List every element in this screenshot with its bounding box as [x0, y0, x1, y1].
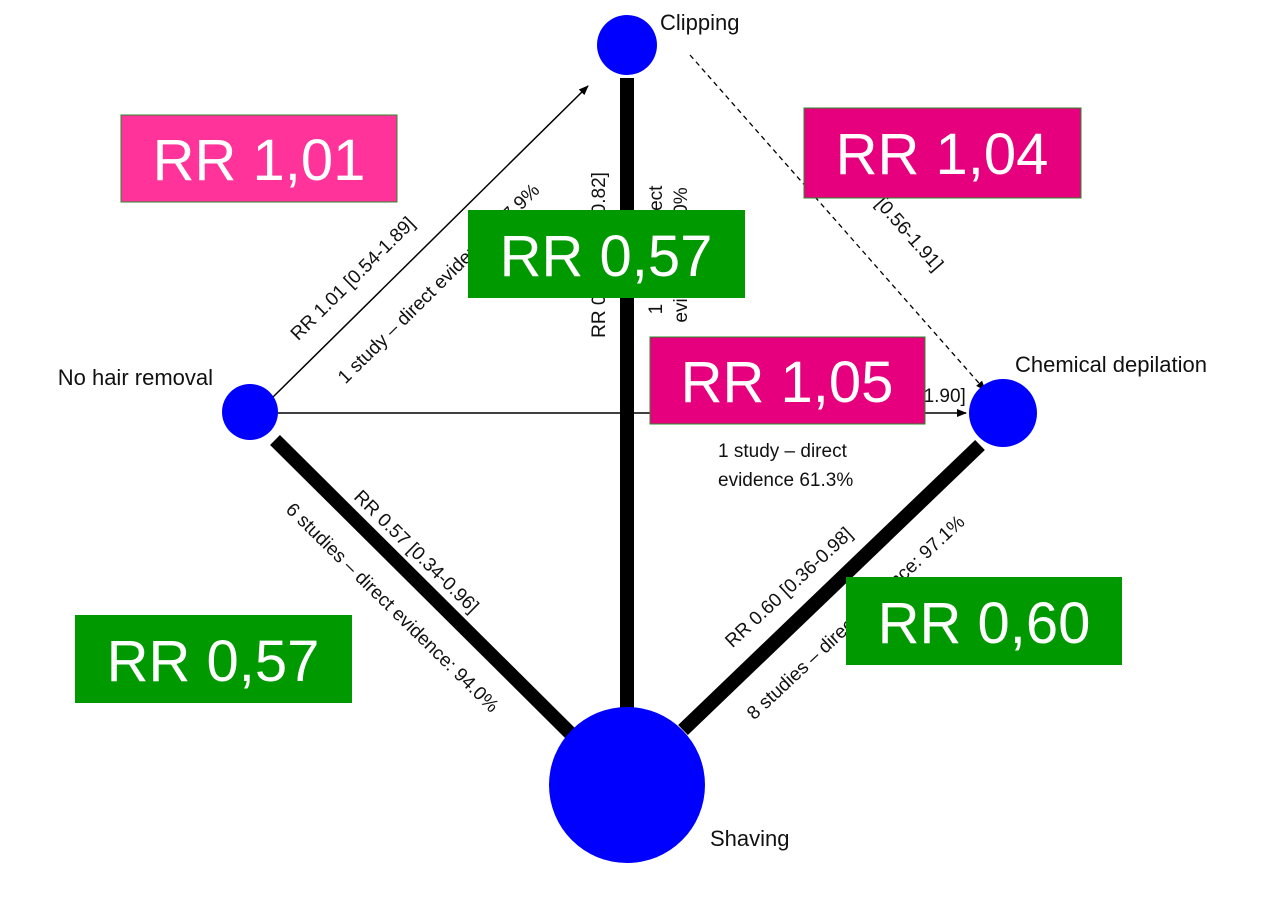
- edge-line: [678, 439, 985, 736]
- edge-line: [271, 85, 589, 399]
- edge-label: 1 study – direct: [718, 441, 848, 462]
- node-label: Shaving: [710, 826, 790, 851]
- edge-line: [270, 435, 575, 738]
- highlight-box: [468, 210, 745, 298]
- highlight-box: [803, 107, 1082, 199]
- highlight-text: RR 1,04: [836, 122, 1049, 187]
- highlight-text: RR 0,57: [500, 224, 713, 289]
- node-label: Chemical depilation: [1015, 352, 1207, 377]
- node: [597, 15, 657, 75]
- node: [969, 379, 1037, 447]
- highlight-text: RR 1,05: [681, 350, 894, 415]
- highlight-text: RR 1,01: [153, 128, 366, 193]
- edge-line: [689, 54, 986, 391]
- node: [549, 707, 705, 863]
- highlight-box: [75, 615, 352, 703]
- highlight-box: [120, 114, 398, 203]
- node-label: Clipping: [660, 10, 740, 35]
- highlight-text: RR 0,57: [107, 629, 320, 694]
- node-label: No hair removal: [58, 365, 213, 390]
- highlight-box: [846, 577, 1122, 665]
- highlight-box: [649, 336, 926, 425]
- edge-label: evidence 61.3%: [718, 470, 853, 491]
- node: [222, 384, 278, 440]
- highlight-text: RR 0,60: [878, 591, 1091, 656]
